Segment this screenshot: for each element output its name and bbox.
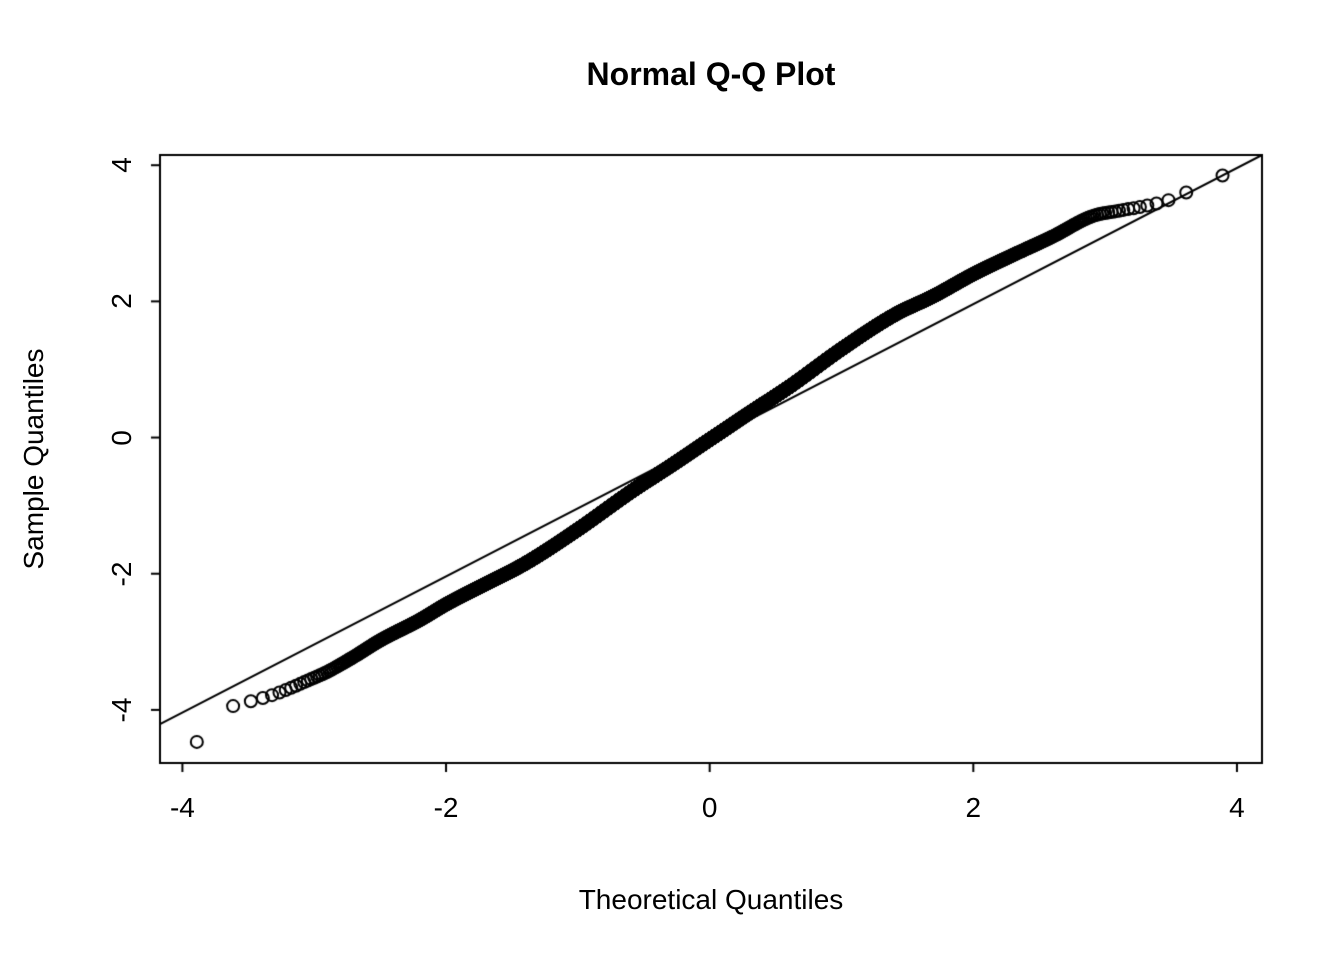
x-tick-label: 2 xyxy=(965,792,982,823)
x-tick-label: 4 xyxy=(1229,792,1245,823)
y-tick-label: -2 xyxy=(106,561,137,587)
x-tick-label: -2 xyxy=(433,792,459,823)
y-tick-label: 0 xyxy=(106,429,137,446)
y-axis-label: Sample Quantiles xyxy=(18,348,49,570)
y-tick-label: 4 xyxy=(106,157,137,173)
x-axis-label: Theoretical Quantiles xyxy=(578,884,844,915)
chart-title: Normal Q-Q Plot xyxy=(586,56,836,92)
x-tick-label: -4 xyxy=(169,792,195,823)
y-tick-label: 2 xyxy=(106,293,137,310)
y-tick-label: -4 xyxy=(106,697,137,723)
x-tick-label: 0 xyxy=(701,792,718,823)
